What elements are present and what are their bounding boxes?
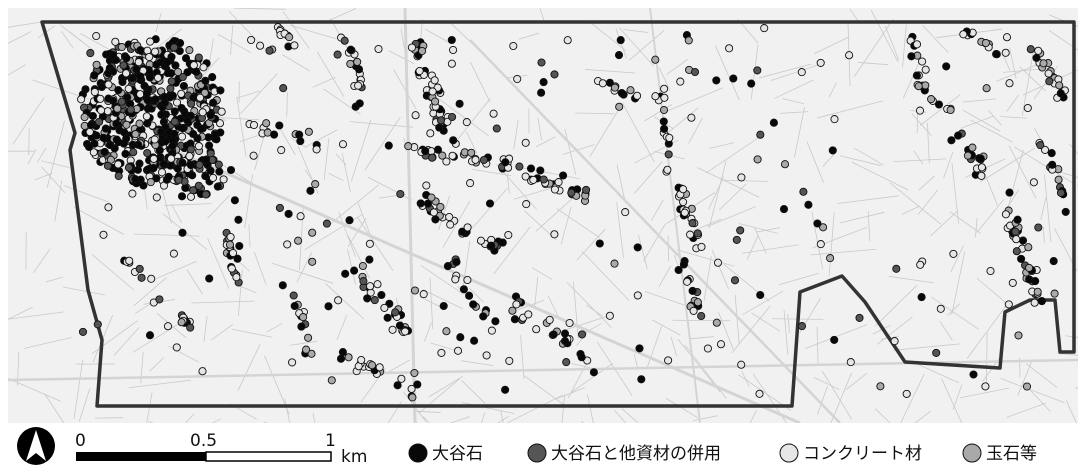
legend-swatch-oya-stone	[408, 443, 428, 463]
scale-bar: 0 0.5 1 km	[75, 431, 367, 467]
legend-swatch-cobble	[962, 443, 982, 463]
legend-item-concrete: コンクリート材	[779, 443, 922, 464]
legend: 大谷石 大谷石と他資材の併用 コンクリート材 玉石等	[408, 443, 1037, 464]
legend-label-oya-stone: 大谷石	[432, 444, 483, 464]
legend-label-concrete: コンクリート材	[803, 444, 922, 464]
legend-item-oya-stone: 大谷石	[408, 443, 483, 464]
wall-markers	[77, 23, 1070, 402]
scale-tick-1: 1	[325, 431, 336, 451]
legend-swatch-concrete	[779, 443, 799, 463]
north-arrow-icon	[17, 427, 55, 465]
legend-label-oya-combined: 大谷石と他資材の併用	[551, 444, 721, 464]
scale-segment-dark	[76, 452, 206, 461]
legend-strip: 0 0.5 1 km 大谷石 大谷石と他資材の併用 コンクリート材	[17, 427, 1037, 467]
legend-item-oya-combined: 大谷石と他資材の併用	[527, 443, 721, 464]
scale-segment-light	[205, 451, 332, 462]
legend-item-cobble: 玉石等	[962, 443, 1037, 464]
scale-tick-half: 0.5	[190, 431, 217, 451]
legend-label-cobble: 玉石等	[986, 444, 1037, 464]
scale-unit: km	[341, 447, 367, 467]
survey-area-boundary	[40, 20, 1076, 408]
scale-tick-0: 0	[75, 431, 86, 451]
legend-swatch-oya-combined	[527, 443, 547, 463]
street-network	[8, 8, 1078, 423]
